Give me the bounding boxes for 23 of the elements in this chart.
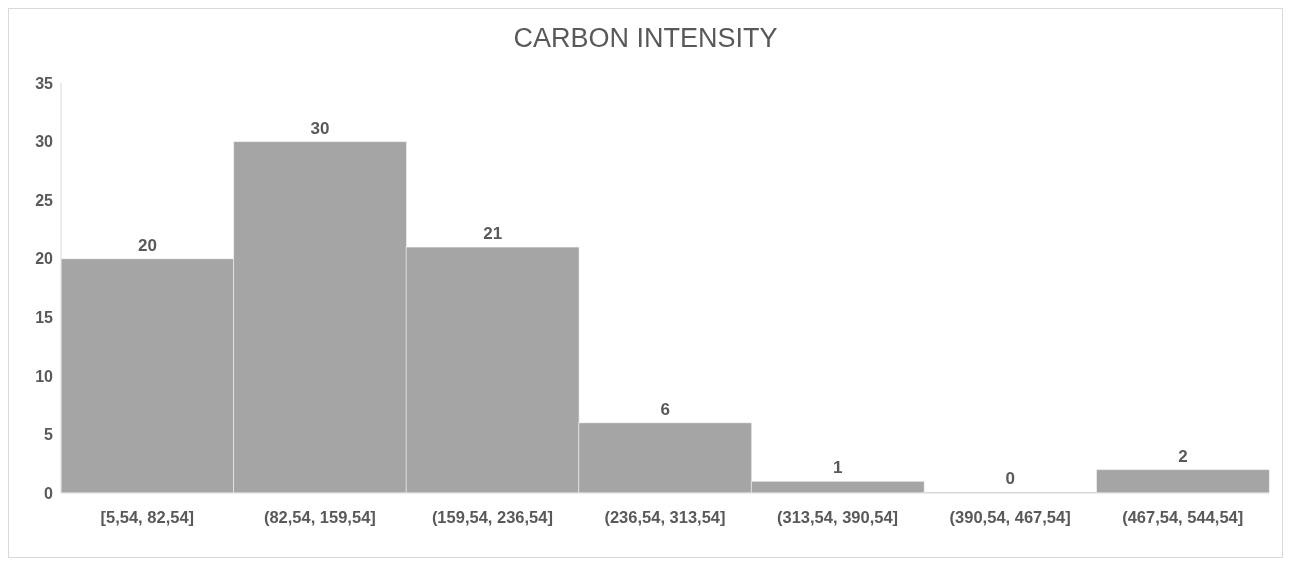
x-tick-label: (82,54, 159,54] bbox=[263, 507, 376, 526]
x-tick-label: (390,54, 467,54] bbox=[949, 507, 1071, 526]
x-tick-label: (313,54, 390,54] bbox=[777, 507, 899, 526]
y-tick-label: 20 bbox=[35, 250, 54, 268]
y-tick-label: 0 bbox=[44, 484, 54, 502]
y-tick-label: 5 bbox=[44, 426, 54, 444]
x-tick-label: [5,54, 82,54] bbox=[100, 507, 195, 526]
data-label: 30 bbox=[310, 118, 330, 138]
x-tick-label: (159,54, 236,54] bbox=[431, 507, 553, 526]
data-label: 20 bbox=[138, 235, 157, 255]
y-tick-label: 30 bbox=[35, 133, 54, 151]
data-label: 6 bbox=[660, 399, 670, 419]
data-label: 21 bbox=[483, 224, 503, 243]
x-tick-label: (236,54, 313,54] bbox=[604, 507, 726, 526]
y-tick-label: 15 bbox=[35, 308, 54, 326]
data-label: 2 bbox=[1178, 446, 1188, 466]
y-tick-label: 35 bbox=[35, 74, 54, 92]
data-label: 0 bbox=[1005, 469, 1016, 488]
x-tick-label: (467,54, 544,54] bbox=[1122, 507, 1244, 526]
chart-title: CARBON INTENSITY bbox=[512, 23, 779, 55]
y-tick-label: 25 bbox=[35, 191, 54, 209]
y-tick-label: 10 bbox=[35, 367, 54, 385]
data-label: 1 bbox=[833, 458, 843, 478]
